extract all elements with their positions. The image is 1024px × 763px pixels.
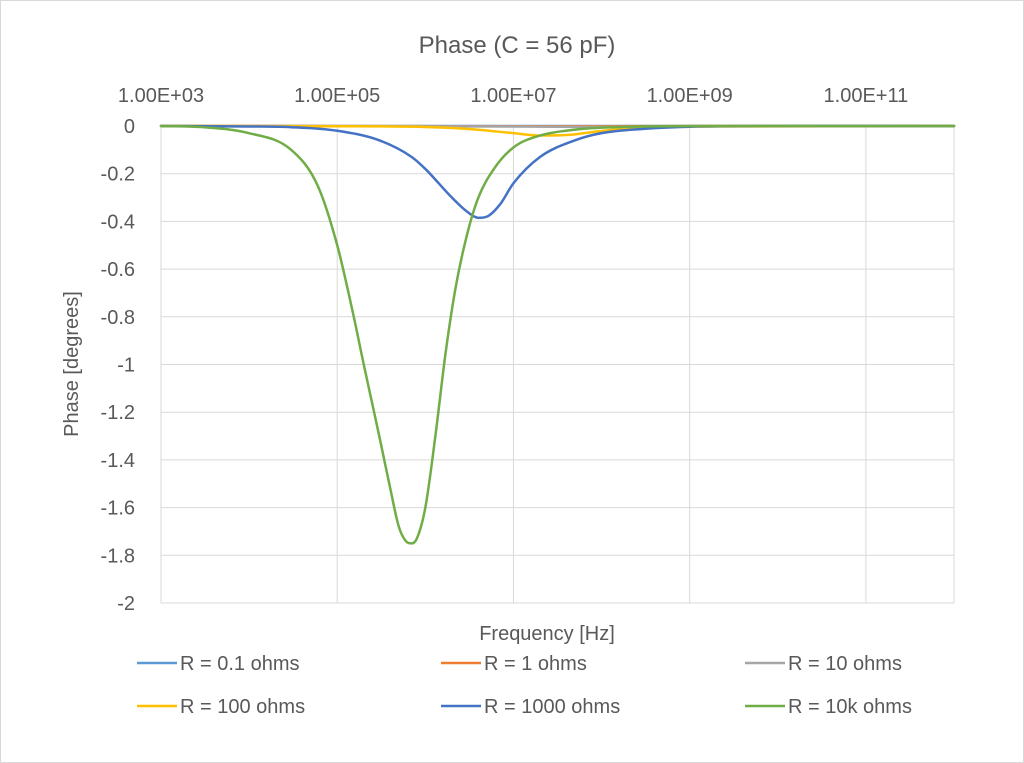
y-tick-label: -2 [117, 593, 135, 615]
y-tick-label: -1.8 [101, 545, 135, 567]
series-lines [159, 124, 956, 545]
x-tick-label: 1.00E+07 [470, 85, 556, 107]
y-tick-labels: 0 -0.2 -0.4 -0.6 -0.8 -1 -1.2 -1.4 -1.6 -1.8 -2 [101, 116, 135, 615]
y-tick-label: -0.4 [101, 211, 135, 233]
legend-label: R = 1 ohms [484, 653, 587, 675]
y-tick-label: -1.6 [101, 498, 135, 520]
legend-label: R = 1000 ohms [484, 696, 620, 718]
y-tick-label: -1 [117, 355, 135, 377]
y-tick-label: -1.4 [101, 450, 135, 472]
y-axis-title: Phase [degrees] [61, 291, 83, 437]
x-axis-title: Frequency [Hz] [479, 623, 615, 645]
x-tick-label: 1.00E+09 [647, 85, 733, 107]
gridlines [160, 125, 955, 604]
series-line-4 [159, 124, 956, 220]
series-line-5 [159, 124, 956, 545]
y-tick-label: -0.8 [101, 307, 135, 329]
y-tick-label: -1.2 [101, 402, 135, 424]
y-tick-label: -0.6 [101, 259, 135, 281]
legend-label: R = 10 ohms [788, 653, 902, 675]
legend-label: R = 100 ohms [180, 696, 305, 718]
x-tick-label: 1.00E+11 [824, 85, 909, 107]
y-tick-label: 0 [124, 116, 135, 138]
y-tick-label: -0.2 [101, 164, 135, 186]
x-tick-labels: 1.00E+03 1.00E+05 1.00E+07 1.00E+09 1.00E+11 [118, 85, 908, 107]
chart-title: Phase (C = 56 pF) [419, 32, 616, 59]
legend-label: R = 10k ohms [788, 696, 912, 718]
x-tick-label: 1.00E+03 [118, 85, 204, 107]
legend-label: R = 0.1 ohms [180, 653, 300, 675]
legend: R = 0.1 ohms R = 1 ohms R = 10 ohms R = 100… [137, 653, 912, 718]
x-tick-label: 1.00E+05 [294, 85, 380, 107]
